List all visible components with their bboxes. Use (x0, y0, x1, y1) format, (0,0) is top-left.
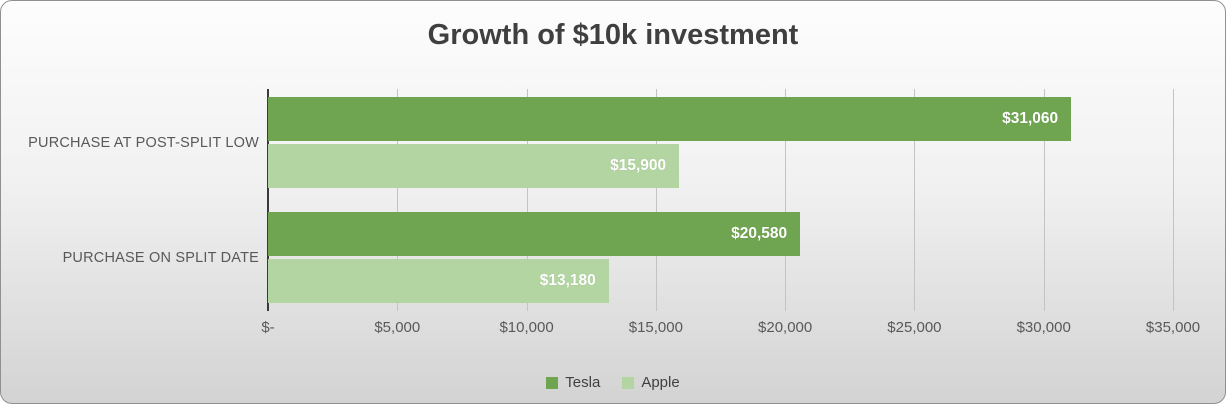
value-axis-line (267, 89, 269, 311)
legend-label: Apple (641, 374, 680, 391)
bar-apple[interactable]: $13,180 (268, 259, 609, 303)
bar-groups: $31,060 $15,900 $20,580 $13,180 (268, 89, 1173, 311)
x-tick-label: $10,000 (499, 319, 554, 336)
category-label: PURCHASE ON SPLIT DATE (62, 249, 259, 266)
gridline (655, 89, 657, 311)
legend-swatch-icon (546, 376, 559, 389)
legend-item-tesla[interactable]: Tesla (546, 374, 600, 391)
bar-value-label: $31,060 (1002, 110, 1059, 127)
plot-area: $31,060 $15,900 $20,580 $13,180 (267, 89, 1174, 311)
x-tick-label: $5,000 (374, 319, 421, 336)
x-tick-label: $25,000 (887, 319, 942, 336)
x-tick-label: $30,000 (1016, 319, 1071, 336)
gridline (1173, 89, 1174, 311)
legend: Tesla Apple (1, 374, 1225, 391)
x-tick-label: $- (261, 319, 275, 336)
bar-group: $20,580 $13,180 (268, 212, 1173, 303)
bar-tesla[interactable]: $31,060 (268, 97, 1072, 141)
bar-value-label: $13,180 (539, 272, 596, 289)
x-tick-label: $35,000 (1145, 319, 1201, 336)
category-labels: PURCHASE AT POST-SPLIT LOW PURCHASE ON SP… (13, 89, 259, 311)
x-tick-label: $20,000 (758, 319, 813, 336)
gridline (914, 89, 916, 311)
bar-tesla[interactable]: $20,580 (268, 212, 801, 256)
x-tick-label: $15,000 (628, 319, 683, 336)
legend-label: Tesla (565, 374, 601, 391)
gridline (397, 89, 399, 311)
bar-value-label: $20,580 (731, 225, 788, 242)
x-axis-labels: $- $5,000 $10,000 $15,000 $20,000 $25,000 $30,… (261, 319, 1200, 341)
category-label: PURCHASE AT POST-SPLIT LOW (28, 134, 259, 151)
legend-item-apple[interactable]: Apple (622, 374, 680, 391)
gridline (785, 89, 787, 311)
gridline (1043, 89, 1045, 311)
bar-group: $31,060 $15,900 (268, 97, 1173, 188)
gridline (526, 89, 528, 311)
bar-apple[interactable]: $15,900 (268, 144, 680, 188)
chart-title: Growth of $10k investment (427, 19, 799, 51)
bar-value-label: $15,900 (610, 157, 667, 174)
legend-swatch-icon (622, 376, 635, 389)
